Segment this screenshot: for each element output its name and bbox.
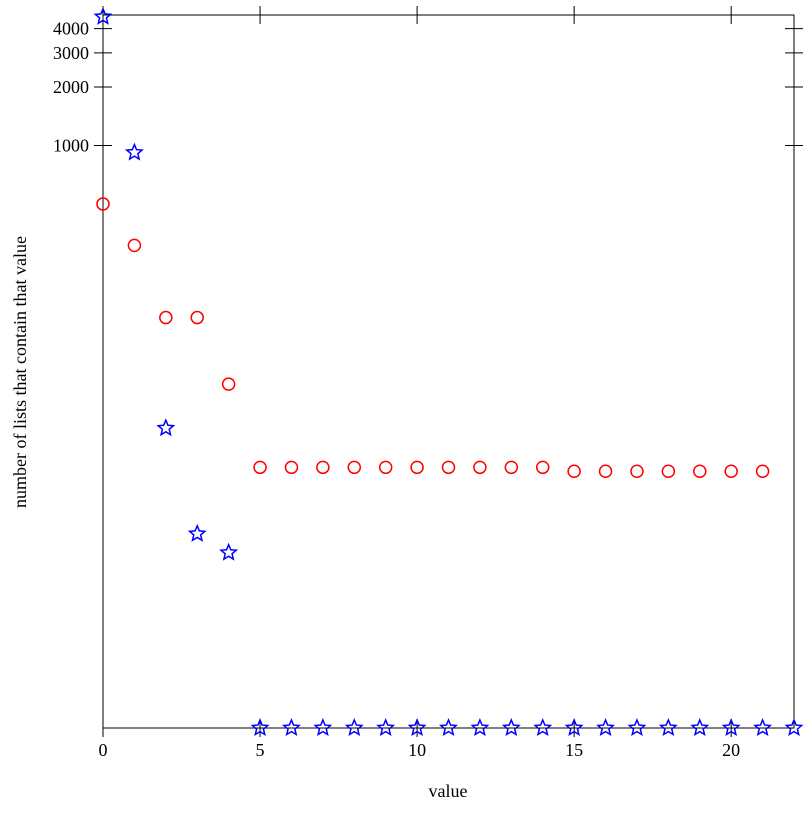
star-point [721,718,741,737]
y-tick-label: 3000 [53,43,89,63]
circle-point [221,377,236,391]
y-tick-label: 1000 [53,135,89,155]
x-tick-label: 5 [256,740,265,760]
x-tick-label: 15 [565,740,583,760]
circle-point [410,460,424,475]
circle-point [253,460,267,475]
circle-point [347,460,362,475]
star-point [156,418,176,437]
star-point [784,718,804,737]
y-tick-label: 4000 [53,19,89,39]
circle-point [661,464,676,479]
star-point [187,523,207,542]
star-point [93,6,113,25]
circle-point [441,460,456,475]
circle-point [724,464,738,479]
star-point [250,718,270,737]
star-point [470,718,490,737]
circle-point [190,310,204,325]
circle-point [567,464,581,479]
star-point [658,718,678,737]
circle-point [630,464,644,479]
star-point [501,718,521,737]
star-point [596,718,616,737]
star-point [124,142,144,161]
plot-frame [102,14,795,729]
circle-point [535,460,550,475]
star-point [753,718,773,737]
circle-point [693,464,707,479]
y-axis-label: number of lists that contain that value [10,236,30,508]
x-tick-label: 0 [99,740,108,760]
circle-point [127,238,142,253]
star-point [627,718,647,737]
circle-point [473,460,487,475]
x-axis-label: value [429,781,468,801]
star-point [344,718,364,737]
circle-point [96,197,110,211]
star-point [376,718,396,737]
star-point [407,718,427,737]
star-point [281,718,301,737]
y-tick-label: 2000 [53,77,89,97]
star-point [690,718,710,737]
circle-point [284,460,299,475]
x-tick-label: 10 [408,740,426,760]
circle-point [755,464,770,479]
x-tick-label: 20 [722,740,740,760]
circle-point [504,460,519,475]
circle-point [598,464,613,479]
star-point [313,718,333,737]
star-point [533,718,553,737]
star-point [219,542,239,561]
star-point [439,718,458,737]
circle-point [316,460,330,475]
circle-point [378,460,393,475]
circle-point [159,310,173,325]
star-point [564,718,584,737]
